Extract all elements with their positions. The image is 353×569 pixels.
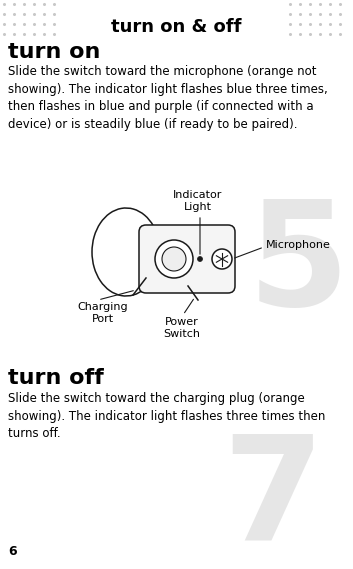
Text: Slide the switch toward the charging plug (orange
showing). The indicator light : Slide the switch toward the charging plu… <box>8 392 325 440</box>
Text: Indicator
Light: Indicator Light <box>173 191 223 212</box>
FancyBboxPatch shape <box>139 225 235 293</box>
Text: 7: 7 <box>222 430 323 569</box>
Text: Power
Switch: Power Switch <box>163 317 201 339</box>
Text: turn off: turn off <box>8 368 104 388</box>
Text: 5: 5 <box>248 195 349 336</box>
Text: 6: 6 <box>8 545 17 558</box>
Circle shape <box>155 240 193 278</box>
Text: Charging
Port: Charging Port <box>78 302 128 324</box>
Text: turn on: turn on <box>8 42 100 62</box>
Circle shape <box>162 247 186 271</box>
Text: Slide the switch toward the microphone (orange not
showing). The indicator light: Slide the switch toward the microphone (… <box>8 65 328 130</box>
Circle shape <box>212 249 232 269</box>
Text: turn on & off: turn on & off <box>111 18 241 36</box>
Text: Microphone: Microphone <box>266 240 331 250</box>
Circle shape <box>197 257 203 262</box>
